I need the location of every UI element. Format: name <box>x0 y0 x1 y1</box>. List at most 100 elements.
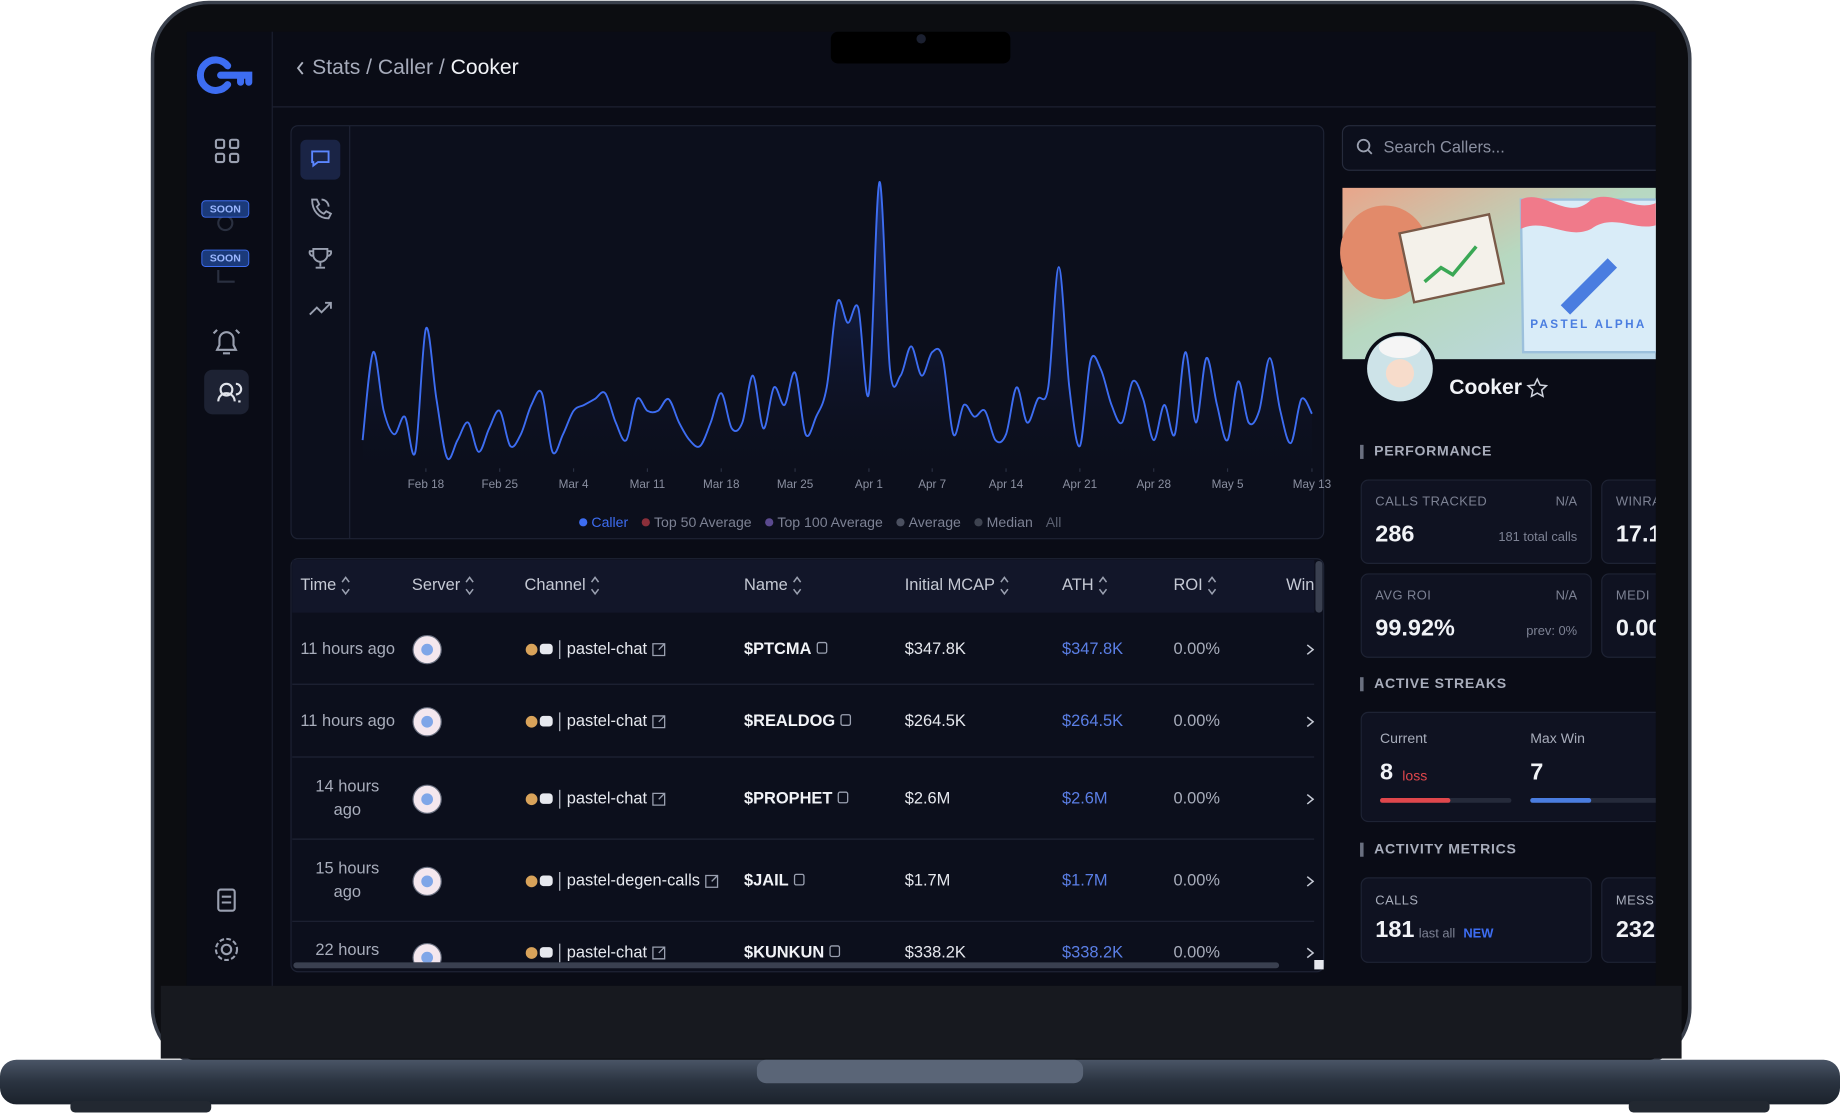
server-avatar-art <box>421 951 434 963</box>
channel-emoji <box>539 875 553 887</box>
channel-emoji <box>539 643 553 655</box>
token-name[interactable]: $KUNKUN <box>744 943 824 961</box>
channel-name[interactable]: pastel-chat <box>567 943 648 961</box>
channel-name[interactable]: pastel-chat <box>567 790 648 808</box>
external-link[interactable] <box>705 874 719 888</box>
token-name[interactable]: $JAIL <box>744 872 789 890</box>
channel-name[interactable]: pastel-chat <box>567 640 648 658</box>
line <box>361 181 1313 461</box>
row-action[interactable] <box>1306 644 1315 655</box>
banner-art <box>1340 205 1430 300</box>
streak-kind: loss <box>1402 768 1427 784</box>
column-header[interactable]: Time <box>300 576 336 594</box>
token-name[interactable]: $REALDOG <box>744 712 835 730</box>
initial-mcap: $264.5K <box>905 712 966 730</box>
time-line: 15 hours <box>315 860 379 878</box>
table-body: 11 hours ago pastel-chat $PTCMA $347.8K $347… <box>292 634 1315 963</box>
x-tick-label: May 5 <box>1212 478 1244 491</box>
channel-name[interactable]: pastel-degen-calls <box>567 872 700 890</box>
stat-card <box>1360 479 1592 564</box>
x-tick-label: May 13 <box>1293 478 1331 491</box>
time-line: ago <box>334 801 361 819</box>
channel-emoji <box>525 643 538 656</box>
stat-label: MEDI <box>1616 588 1650 603</box>
copy-icon[interactable] <box>816 641 828 654</box>
roi: 0.00% <box>1173 790 1220 808</box>
stat-label: AVG ROI <box>1375 588 1431 603</box>
chart: Feb 18 Feb 25 Mar 4 Mar 11 Mar 18 Mar 25 Apr 1… <box>361 181 1331 530</box>
token-name[interactable]: $PROPHET <box>744 790 832 808</box>
legend-label[interactable]: Average <box>909 514 961 530</box>
stat-badge: N/A <box>1556 494 1578 509</box>
time-cell: 22 hours <box>315 941 379 959</box>
h-scrollbar[interactable] <box>293 962 1280 969</box>
back-button[interactable] <box>296 61 304 75</box>
copy-icon[interactable] <box>840 714 852 726</box>
column-header[interactable]: Initial MCAP <box>905 576 995 594</box>
time-cell: 15 hours ago <box>315 860 379 901</box>
search-box[interactable] <box>1341 125 1671 171</box>
initial-mcap: $2.6M <box>905 790 951 808</box>
column-header[interactable]: Server <box>412 576 461 594</box>
copy-icon[interactable] <box>793 873 805 886</box>
external-link[interactable] <box>652 946 666 960</box>
column-header[interactable]: ATH <box>1062 576 1094 594</box>
streak-bar <box>1380 798 1451 803</box>
ath: $2.6M <box>1062 790 1108 808</box>
channel-emoji <box>525 875 538 888</box>
column-header[interactable]: Win <box>1286 576 1314 594</box>
row-action[interactable] <box>1306 793 1315 805</box>
roi: 0.00% <box>1173 943 1220 961</box>
channel-emoji <box>525 715 538 728</box>
initial-mcap: $338.2K <box>905 943 966 961</box>
section-marker <box>1360 842 1364 857</box>
legend-label[interactable]: Top 100 Average <box>777 514 883 530</box>
section-marker <box>1360 677 1364 692</box>
ath: $338.2K <box>1062 943 1123 961</box>
copy-icon[interactable] <box>829 945 841 958</box>
chart-tab-icons[interactable] <box>308 150 333 316</box>
column-header[interactable]: Channel <box>525 576 586 594</box>
logo[interactable] <box>196 56 253 94</box>
chart-tab-active[interactable] <box>300 139 341 180</box>
row-action[interactable] <box>1306 716 1315 728</box>
column-header[interactable]: Name <box>744 576 788 594</box>
favorite-star[interactable] <box>1526 377 1549 398</box>
row-action[interactable] <box>1306 947 1315 959</box>
column-header[interactable]: ROI <box>1173 576 1202 594</box>
notch-hinge <box>756 1059 1084 1084</box>
time-line: 14 hours <box>315 778 379 796</box>
nav-active[interactable] <box>204 369 249 415</box>
external-link[interactable] <box>652 792 666 806</box>
legend-label[interactable]: Top 50 Average <box>654 514 752 530</box>
sort-icon <box>1098 576 1108 596</box>
breadcrumb-item[interactable]: Stats <box>312 56 360 79</box>
ath: $347.8K <box>1062 640 1123 658</box>
x-tick-label: Mar 4 <box>559 478 589 491</box>
stat-label: MESS <box>1616 893 1654 908</box>
legend-all[interactable]: All <box>1046 514 1062 530</box>
channel-name[interactable]: pastel-chat <box>567 712 648 730</box>
breadcrumb-item[interactable]: Caller <box>378 56 433 79</box>
time-cell: 11 hours ago <box>300 640 395 658</box>
chart-panel <box>290 125 1325 540</box>
external-link[interactable] <box>652 715 666 729</box>
chin <box>160 985 1682 1059</box>
x-tick-label: Feb 25 <box>481 478 518 491</box>
v-scrollbar[interactable] <box>1315 561 1323 613</box>
legend-label[interactable]: Caller <box>591 514 628 530</box>
stat-card <box>1601 877 1656 963</box>
avatar-hat <box>1378 336 1422 359</box>
external-link[interactable] <box>652 643 666 657</box>
row-action[interactable] <box>1306 876 1315 887</box>
copy-icon[interactable] <box>837 791 849 804</box>
x-tick-label: Mar 25 <box>777 478 814 491</box>
legend-dot <box>579 518 588 527</box>
channel-emoji <box>539 947 553 958</box>
section-title: ACTIVITY METRICS <box>1374 840 1516 856</box>
scroll-corner <box>1314 960 1324 970</box>
token-name[interactable]: $PTCMA <box>744 640 812 658</box>
legend-label[interactable]: Median <box>987 514 1033 530</box>
